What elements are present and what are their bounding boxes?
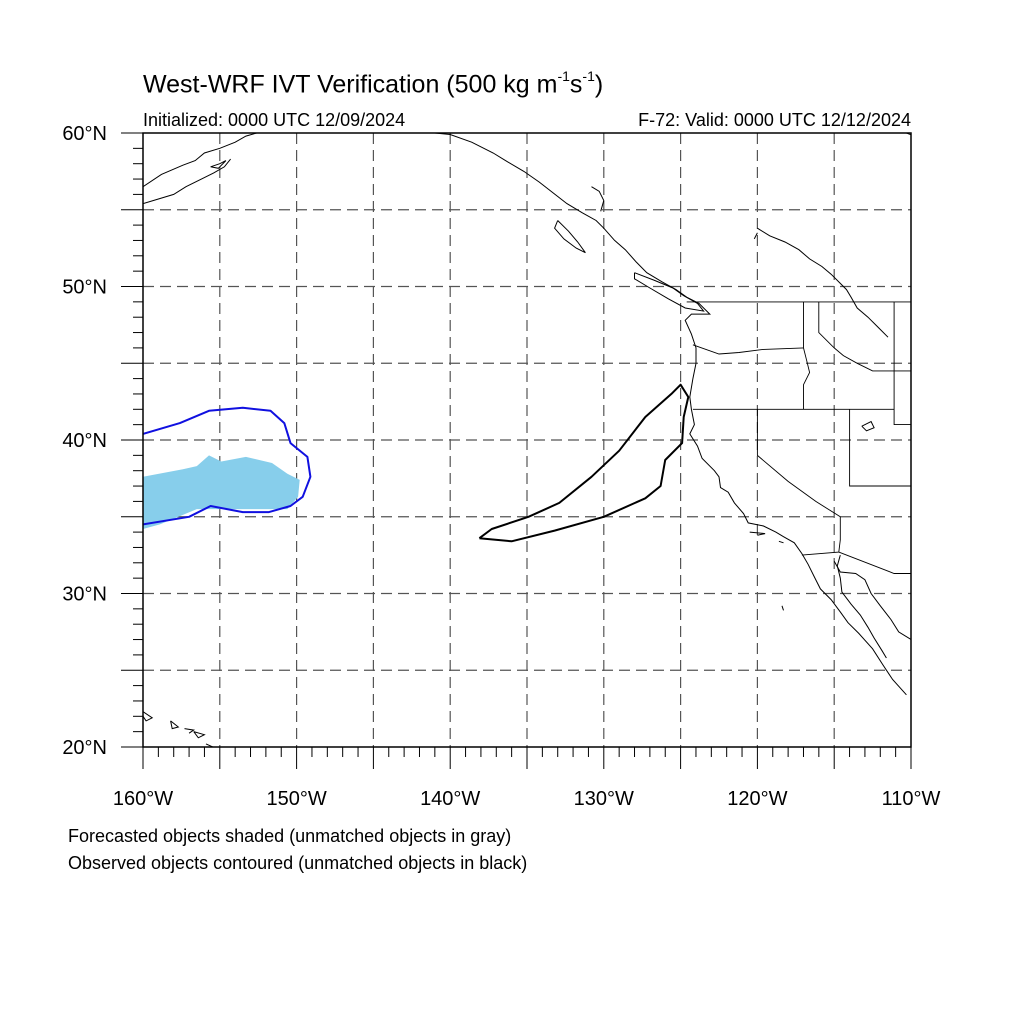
coastlines-and-borders bbox=[143, 133, 911, 747]
title-text-s: s bbox=[569, 70, 583, 99]
lon-tick-label: 140°W bbox=[420, 788, 480, 810]
island-outline bbox=[193, 731, 206, 739]
political-border bbox=[803, 301, 811, 410]
island-outline bbox=[861, 420, 875, 432]
political-border bbox=[692, 344, 804, 355]
title-close: ) bbox=[594, 70, 604, 99]
lon-tick-label: 160°W bbox=[113, 788, 173, 810]
lon-tick-label: 120°W bbox=[727, 788, 787, 810]
axis-ticks bbox=[121, 132, 912, 769]
island-outline bbox=[778, 540, 784, 544]
coastline bbox=[634, 272, 705, 312]
political-border bbox=[849, 409, 911, 487]
lat-tick-label: 60°N bbox=[62, 123, 107, 145]
lat-tick-label: 20°N bbox=[62, 737, 107, 759]
coastline bbox=[434, 133, 907, 696]
island-outline bbox=[170, 720, 180, 730]
coastline bbox=[554, 220, 586, 254]
lon-tick-label: 150°W bbox=[266, 788, 326, 810]
coastline bbox=[143, 133, 257, 188]
observed-object-matched-contour bbox=[143, 406, 312, 526]
observed-object-unmatched-contour bbox=[478, 383, 690, 543]
valid-time-label: F-72: Valid: 0000 UTC 12/12/2024 bbox=[638, 110, 911, 130]
island-outline bbox=[143, 711, 154, 722]
title-superscript-m: -1 bbox=[557, 68, 570, 84]
forecast-legend-note: Forecasted objects shaded (unmatched obj… bbox=[68, 826, 512, 846]
political-border bbox=[838, 551, 911, 574]
island-outline bbox=[781, 605, 784, 611]
lon-tick-label: 130°W bbox=[574, 788, 634, 810]
forecast-object-shaded bbox=[143, 455, 300, 529]
chart-title: West-WRF IVT Verification (500 kg m-1s-1… bbox=[143, 68, 604, 99]
political-border bbox=[893, 301, 911, 372]
island-outline bbox=[205, 743, 215, 747]
lat-tick-label: 30°N bbox=[62, 584, 107, 606]
island-outline bbox=[749, 531, 766, 536]
title-text: West-WRF IVT Verification (500 kg m bbox=[143, 70, 558, 99]
political-border bbox=[801, 516, 841, 556]
observed-legend-note: Observed objects contoured (unmatched ob… bbox=[68, 853, 528, 873]
ivt-objects bbox=[143, 383, 690, 543]
axis-labels: 60°N 50°N 40°N 30°N 20°N 160°W 150°W 140°W 130°W… bbox=[62, 123, 940, 810]
init-time-label: Initialized: 0000 UTC 12/09/2024 bbox=[143, 110, 406, 130]
coastline bbox=[143, 158, 231, 205]
coastline bbox=[836, 554, 887, 659]
coastline bbox=[591, 186, 605, 212]
island-outline bbox=[184, 728, 196, 734]
coastline bbox=[906, 133, 911, 136]
lon-tick-label: 110°W bbox=[882, 788, 941, 810]
lat-tick-label: 50°N bbox=[62, 277, 107, 299]
political-border bbox=[818, 301, 895, 372]
gridlines bbox=[143, 133, 911, 747]
lat-tick-label: 40°N bbox=[62, 430, 107, 452]
political-border bbox=[756, 409, 841, 518]
political-border bbox=[893, 370, 911, 426]
coastline bbox=[757, 227, 889, 338]
coastline bbox=[833, 561, 911, 640]
title-superscript-s: -1 bbox=[582, 68, 595, 84]
coastline bbox=[210, 160, 227, 169]
coastline bbox=[753, 232, 758, 240]
